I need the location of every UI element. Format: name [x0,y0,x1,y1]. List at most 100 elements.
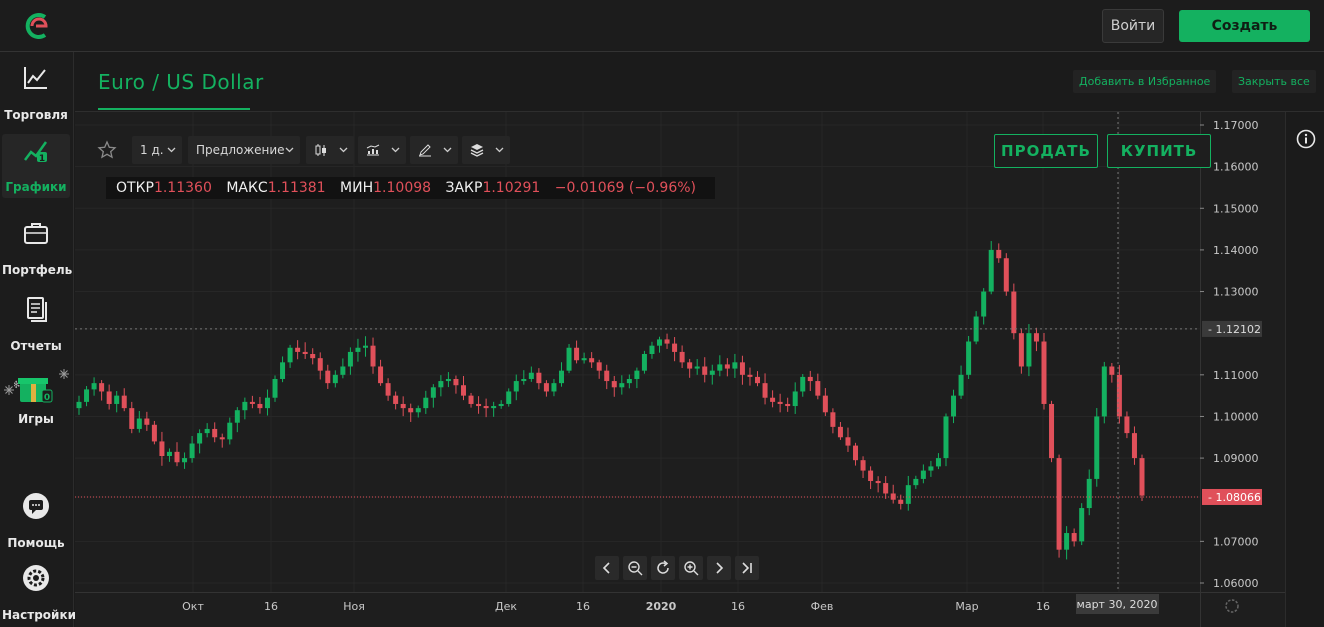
favorite-star-icon[interactable] [97,140,117,160]
sidebar-item-trading[interactable]: Торговля [2,62,70,128]
time-tick-label: 16 [1036,600,1050,613]
open-value: 1.11360 [153,180,212,196]
candle-body [807,376,813,382]
candle-body [249,401,255,404]
low-label: МИН [340,180,374,196]
high-label: МАКС [226,180,268,196]
candle-body [672,343,678,352]
sell-button[interactable]: ПРОДАТЬ [994,134,1098,168]
scroll-to-end-button[interactable] [735,556,759,580]
candle-body [1003,258,1009,292]
candle-body [114,395,120,404]
brand-logo[interactable] [23,11,55,41]
sidebar-item-label: Игры [18,412,54,426]
top-bar: Войти Создать аккаунт [0,0,1324,66]
drawing-tools-select[interactable] [410,136,458,164]
zoom-in-button[interactable] [679,556,703,580]
price-chart[interactable]: 1.17000 1.16000 1.15000 1.14000 1.13000 - 1.1… [75,112,1285,627]
candle-body [581,358,587,361]
info-icon[interactable] [1296,129,1316,149]
candle-body [800,376,806,392]
candle-body [815,381,821,396]
time-tick-label: Окт [182,600,204,613]
snowflake-icon [4,385,14,395]
candle-body [589,358,595,363]
candle-body [830,412,836,427]
candle-body [242,401,248,411]
candle-body [302,351,308,354]
candle-body [634,370,640,379]
sidebar-item-label: Графики [5,180,67,194]
scroll-left-button[interactable] [595,556,619,580]
candle-body [649,345,655,354]
candle-body [1041,341,1047,404]
candle-body [1116,374,1122,417]
sidebar-item-charts[interactable]: 1 Графики [2,134,70,198]
candle-body [755,376,761,384]
reports-icon [27,297,47,322]
candle-body [890,493,896,500]
sidebar-item-settings[interactable]: Настройки [2,562,76,627]
time-tick-label: Ноя [343,600,365,613]
sidebar-item-reports[interactable]: Отчеты [2,293,70,359]
sidebar-item-games[interactable]: ✻ ✻ 0 Игры [2,374,70,440]
candle-body [981,291,987,317]
gift-icon: ✻ ✻ 0 [14,378,53,403]
close-label: ЗАКР [445,180,483,196]
sidebar-item-help[interactable]: Помощь [2,490,70,556]
svg-text:✻: ✻ [14,380,20,391]
candle-body [951,395,957,417]
candle-body [611,381,617,388]
instrument-tab-title[interactable]: Euro / US Dollar [98,70,264,94]
price-tick-label: 1.14000 [1213,244,1259,257]
candle-body [702,366,708,375]
candle-body [378,366,384,384]
candle-body [920,470,926,479]
buy-button[interactable]: КУПИТЬ [1107,134,1211,168]
zoom-out-icon [628,561,643,576]
candle-body [106,391,112,404]
scroll-right-button[interactable] [707,556,731,580]
candle-body [1086,478,1092,509]
candle-body [679,351,685,363]
candle-body [845,437,851,446]
indicators-select[interactable] [358,136,406,164]
price-tick-label: 1.06000 [1213,577,1259,590]
candle-body [687,362,693,369]
chart-type-select[interactable] [306,136,354,164]
candle-body [1071,533,1077,542]
sidebar-item-portfolio[interactable]: Портфель [2,217,72,283]
candle-body [197,433,203,444]
create-account-button[interactable]: Создать аккаунт [1179,10,1310,66]
layers-select[interactable] [462,136,510,164]
sidebar-item-label: Торговля [4,108,68,122]
login-button[interactable]: Войти [1102,9,1164,43]
go-to-end-icon [742,562,752,574]
indicators-icon [366,144,380,156]
candle-body [935,458,941,467]
zoom-out-button[interactable] [623,556,647,580]
chevron-down-icon [339,147,348,153]
instrument-header: Euro / US Dollar Добавить в Избранное За… [75,52,1324,112]
candle-body [1056,458,1062,550]
candle-body [521,378,527,382]
price-tick-label: 1.11000 [1213,369,1259,382]
chevron-down-icon [391,147,400,153]
candle-body [619,383,625,388]
add-to-favorites-button[interactable]: Добавить в Избранное [1073,70,1217,93]
time-tick-label: Дек [495,600,517,613]
games-badge: 0 [44,393,50,403]
close-all-button[interactable]: Закрыть все [1232,70,1316,93]
axis-settings-gear-icon[interactable] [1225,599,1239,613]
reset-chart-button[interactable] [651,556,675,580]
price-type-select[interactable]: Предложение [188,136,300,164]
candle-body [460,385,466,396]
candle-body [792,391,798,407]
trade-chart-icon [24,67,47,89]
candle-body [370,345,376,367]
low-value: 1.10098 [373,180,432,196]
time-tick-label: 2020 [646,600,677,613]
candle-body [626,378,632,384]
interval-select[interactable]: 1 д. [132,136,182,164]
candle-body [491,406,497,409]
